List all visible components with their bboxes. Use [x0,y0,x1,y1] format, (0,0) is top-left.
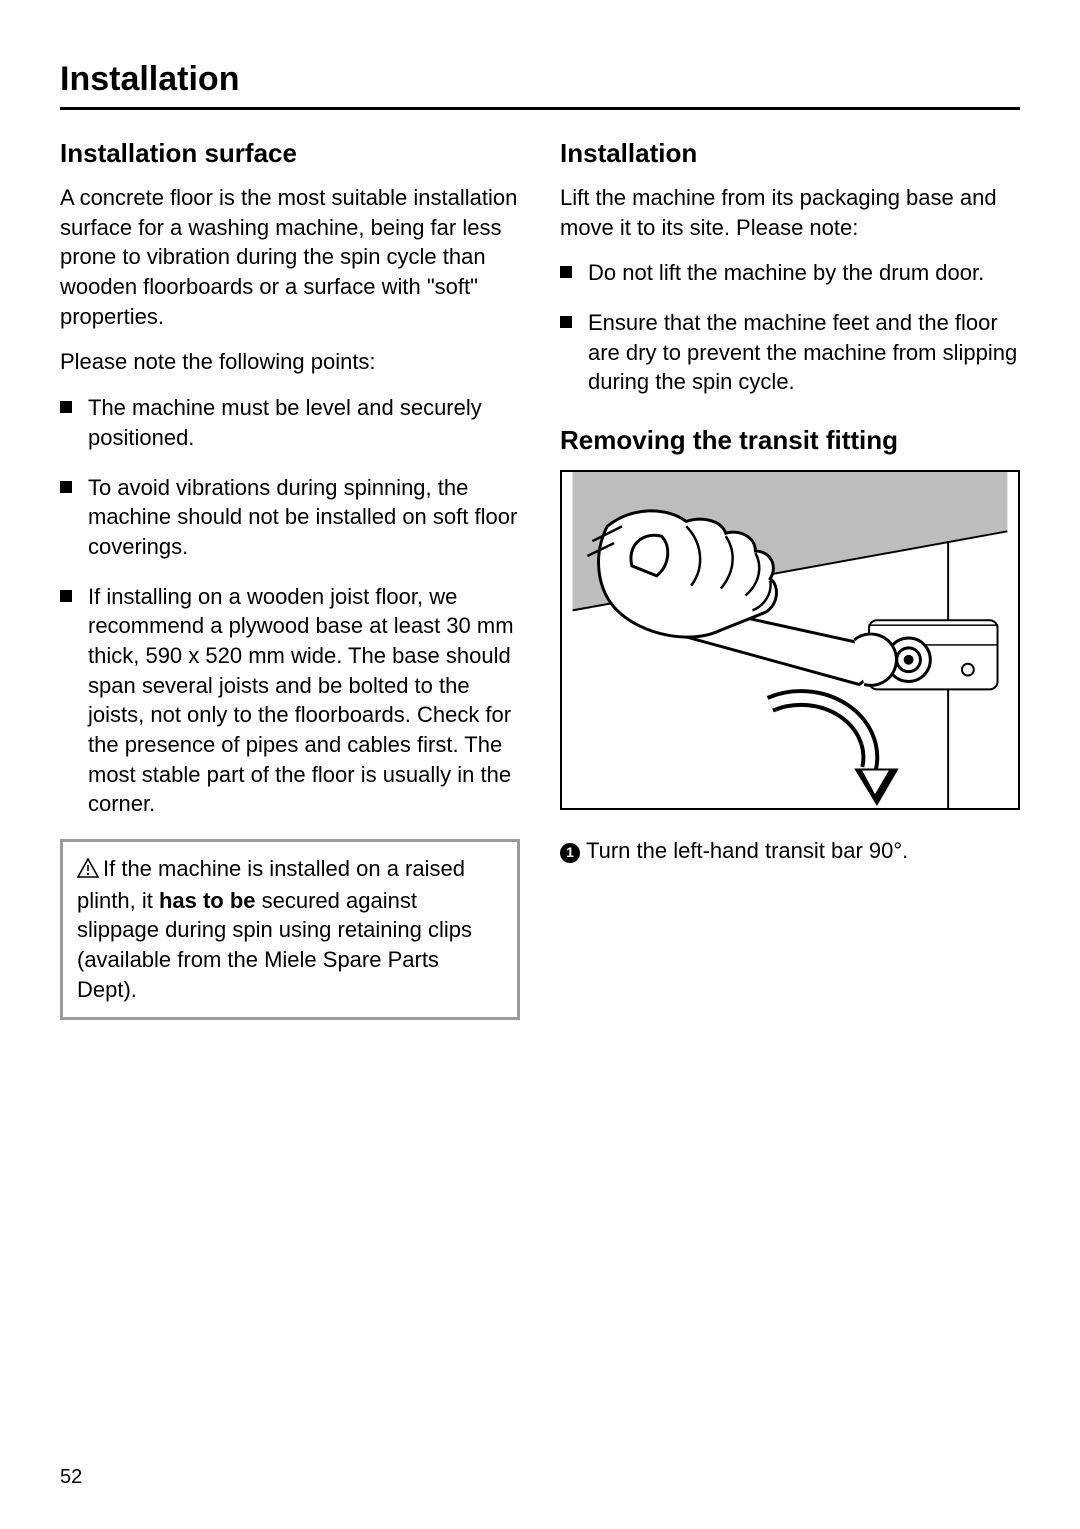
install-intro-text: Lift the machine from its packaging base… [560,183,1020,242]
step-text: Turn the left-hand transit bar 90°. [586,838,908,863]
page-title: Installation [60,60,1020,99]
list-item: Do not lift the machine by the drum door… [560,258,1020,288]
list-item: To avoid vibrations during spinning, the… [60,473,520,562]
list-item: If installing on a wooden joist floor, w… [60,582,520,820]
warning-icon [77,856,99,886]
note-intro-text: Please note the following points: [60,347,520,377]
list-item: The machine must be level and securely p… [60,393,520,452]
left-column: Installation surface A concrete floor is… [60,138,520,1020]
title-rule [60,107,1020,110]
list-item: Ensure that the machine feet and the flo… [560,308,1020,397]
heading-installation: Installation [560,138,1020,169]
warning-box: If the machine is installed on a raised … [60,839,520,1019]
page-number: 52 [60,1466,82,1489]
step-line: 1 Turn the left-hand transit bar 90°. [560,836,1020,866]
heading-installation-surface: Installation surface [60,138,520,169]
manual-page: Installation Installation surface A conc… [0,0,1080,1529]
content-columns: Installation surface A concrete floor is… [60,138,1020,1020]
transit-illustration-svg [562,472,1018,808]
install-bullet-list: Do not lift the machine by the drum door… [560,258,1020,397]
right-column: Installation Lift the machine from its p… [560,138,1020,1020]
heading-transit-fitting: Removing the transit fitting [560,425,1020,456]
warning-bold: has to be [159,888,256,913]
warning-text: If the machine is installed on a raised … [77,854,503,1004]
surface-intro-text: A concrete floor is the most suitable in… [60,183,520,331]
step-number-badge: 1 [560,843,580,863]
surface-bullet-list: The machine must be level and securely p… [60,393,520,819]
transit-fitting-figure [560,470,1020,810]
